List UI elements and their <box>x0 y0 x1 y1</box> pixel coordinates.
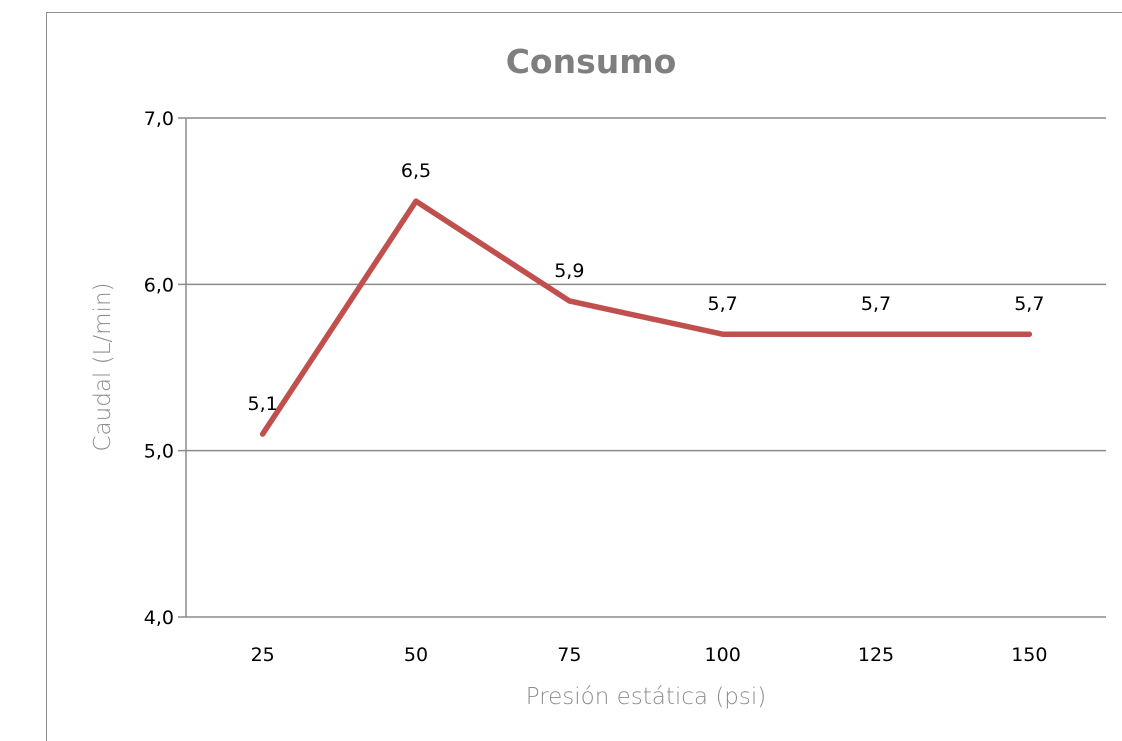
x-tick-label: 75 <box>557 644 581 666</box>
data-label: 5,9 <box>554 260 584 282</box>
data-label: 6,5 <box>401 160 431 182</box>
y-tick-label: 5,0 <box>144 441 174 463</box>
data-label: 5,1 <box>248 393 278 415</box>
x-tick-labels: 25 50 75 100 125 150 <box>251 644 1048 666</box>
chart-title: Consumo <box>506 42 677 81</box>
series-line <box>259 198 1033 437</box>
y-tick-labels: 4,0 5,0 6,0 7,0 <box>144 108 174 629</box>
y-axis-label: Caudal (L/min) <box>90 282 116 451</box>
series-layer <box>259 198 1033 437</box>
data-label: 5,7 <box>861 293 891 315</box>
y-tick-label: 4,0 <box>144 607 174 629</box>
data-label: 5,7 <box>1014 293 1044 315</box>
gridlines <box>178 117 1106 618</box>
x-axis-label: Presión estática (psi) <box>526 684 767 710</box>
y-tick-label: 6,0 <box>144 274 174 296</box>
x-tick-label: 25 <box>251 644 275 666</box>
x-tick-label: 150 <box>1011 644 1047 666</box>
x-tick-label: 100 <box>705 644 741 666</box>
chart-frame <box>46 12 1122 741</box>
data-label: 5,7 <box>708 293 738 315</box>
y-tick-label: 7,0 <box>144 108 174 130</box>
x-tick-label: 125 <box>858 644 894 666</box>
data-labels: 5,1 6,5 5,9 5,7 5,7 5,7 <box>248 160 1045 415</box>
x-tick-label: 50 <box>404 644 428 666</box>
